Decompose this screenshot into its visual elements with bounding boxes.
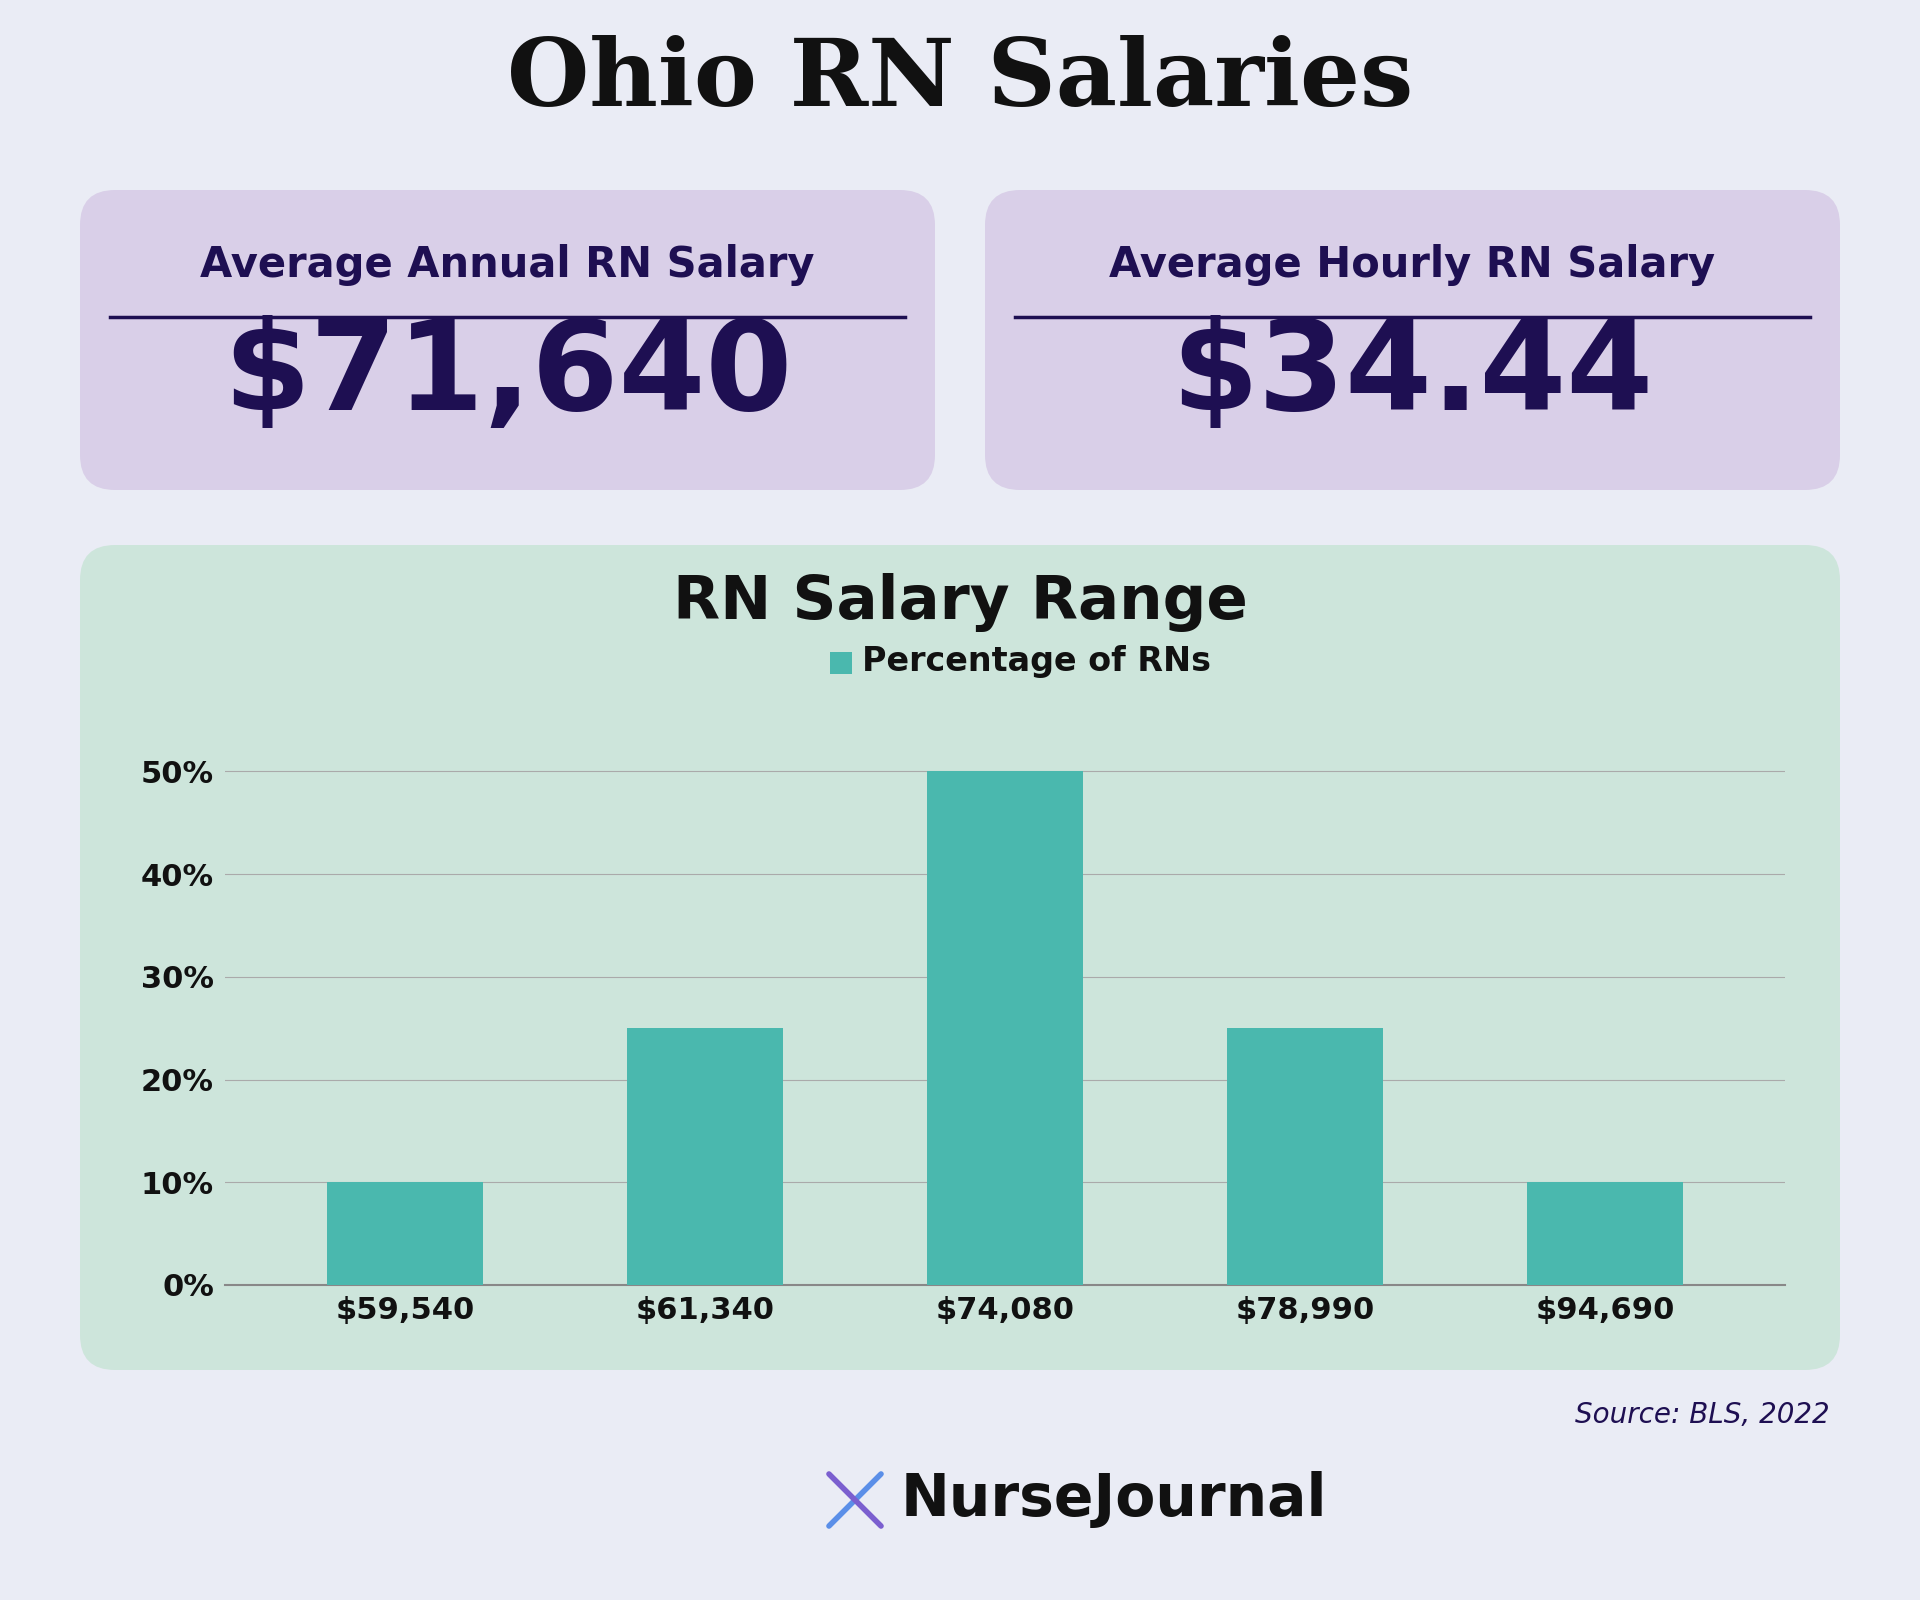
FancyBboxPatch shape bbox=[81, 546, 1839, 1370]
Text: NurseJournal: NurseJournal bbox=[900, 1472, 1327, 1528]
Bar bbox=[1227, 1029, 1382, 1285]
Text: RN Salary Range: RN Salary Range bbox=[672, 573, 1248, 632]
Text: Average Annual RN Salary: Average Annual RN Salary bbox=[200, 243, 814, 286]
Text: $71,640: $71,640 bbox=[223, 315, 793, 437]
Bar bbox=[1526, 1182, 1684, 1285]
Text: $34.44: $34.44 bbox=[1171, 315, 1653, 437]
Text: Average Hourly RN Salary: Average Hourly RN Salary bbox=[1110, 243, 1716, 286]
Bar bbox=[326, 1182, 484, 1285]
FancyBboxPatch shape bbox=[985, 190, 1839, 490]
Bar bbox=[628, 1029, 783, 1285]
Bar bbox=[927, 771, 1083, 1285]
Text: Ohio RN Salaries: Ohio RN Salaries bbox=[507, 35, 1413, 125]
Text: Source: BLS, 2022: Source: BLS, 2022 bbox=[1576, 1402, 1830, 1429]
FancyBboxPatch shape bbox=[81, 190, 935, 490]
Text: Percentage of RNs: Percentage of RNs bbox=[862, 645, 1212, 677]
FancyBboxPatch shape bbox=[829, 653, 852, 674]
